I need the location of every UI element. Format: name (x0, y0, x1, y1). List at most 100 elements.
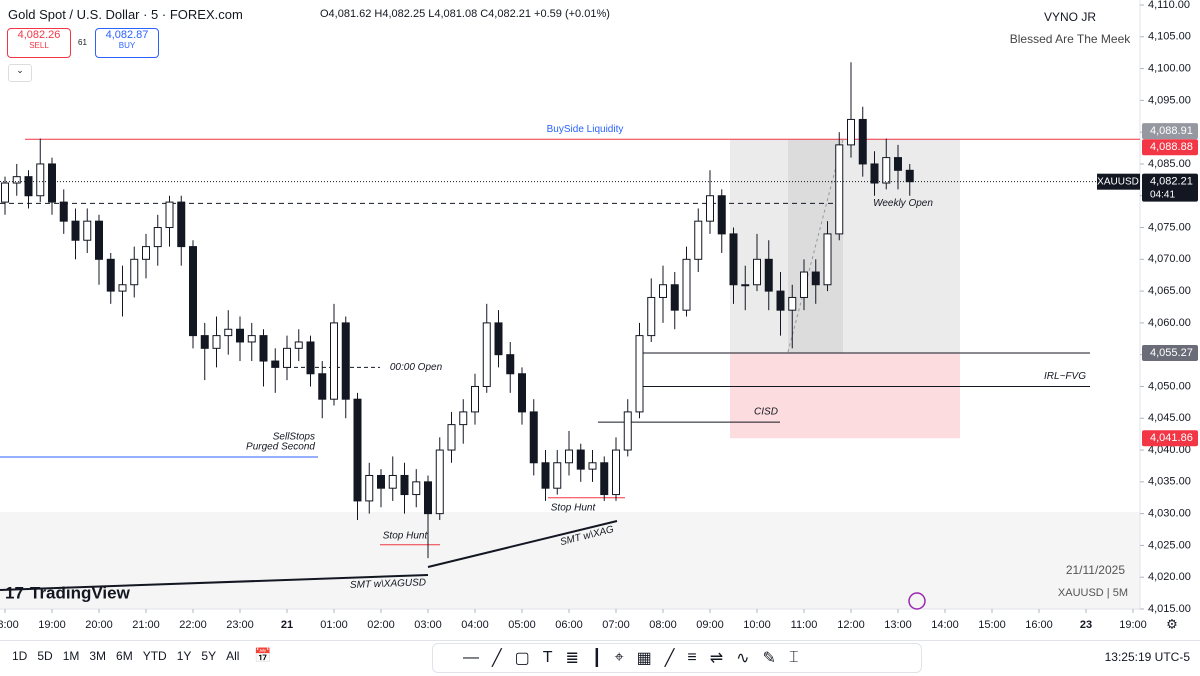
fvg-box (730, 352, 960, 439)
period-button[interactable]: YTD (142, 649, 167, 663)
level-label: 00:00 Open (390, 362, 443, 373)
collapse-button[interactable]: ⌄ (8, 64, 32, 82)
candle-body (435, 449, 444, 515)
spread: 61 (78, 38, 87, 47)
period-button[interactable]: 1D (12, 649, 28, 663)
candle-body (494, 322, 503, 356)
candle-body (189, 246, 197, 337)
price-tag-label: 4,041.86 (1150, 432, 1193, 444)
candle-body (647, 296, 656, 337)
tool[interactable]: ╱ (664, 650, 675, 667)
candle-body (247, 335, 256, 343)
candle-body (153, 227, 162, 248)
period-button[interactable]: 1M (62, 649, 80, 663)
candle-body (694, 220, 703, 260)
author: VYNO JR (1044, 10, 1096, 24)
x-tick-label: 20:00 (85, 619, 113, 631)
ohlc: O4,081.62 H4,082.25 L4,081.08 C4,082.21 … (320, 8, 610, 20)
candle-body (177, 201, 186, 248)
tool[interactable]: ╱ (492, 650, 502, 667)
tool[interactable]: T (542, 649, 553, 666)
candle-body (753, 258, 761, 286)
tool[interactable]: ✎ (762, 650, 776, 667)
x-tick-label: 15:00 (978, 619, 1006, 631)
candle-body (283, 347, 291, 368)
tool[interactable]: — (463, 649, 479, 666)
y-tick-label: 4,100.00 (1148, 62, 1191, 74)
x-tick-label: 18:00 (0, 619, 19, 631)
x-tick-label: 14:00 (931, 619, 959, 631)
candle-body (894, 157, 902, 171)
buy-button[interactable]: 4,082.87 BUY (95, 28, 159, 58)
y-tick-label: 4,075.00 (1148, 221, 1191, 233)
sell-button[interactable]: 4,082.26 SELL (7, 28, 71, 58)
tool[interactable]: ⌶ (788, 649, 799, 666)
settings-icon[interactable]: ⚙ (1166, 616, 1178, 631)
x-tick-label: 01:00 (320, 619, 348, 631)
candle-body (776, 290, 785, 311)
candle-body (130, 258, 139, 286)
replay-icon[interactable]: 📅 (254, 647, 272, 663)
candle-body (612, 449, 620, 496)
candle-body (447, 424, 456, 451)
plot-area: BuySide Liquidity Weekly Open 00:00 Open IR… (0, 62, 1140, 591)
smt-line (427, 520, 618, 568)
period-button[interactable]: 1Y (176, 649, 192, 663)
candle-body (729, 233, 738, 286)
candle-body (330, 322, 338, 400)
period-button[interactable]: 6M (116, 649, 133, 663)
candle-body (306, 341, 315, 375)
candle-body (71, 220, 80, 241)
candle-body (576, 449, 585, 470)
candle-body (118, 284, 127, 292)
candle-body (835, 144, 844, 235)
y-tick-label: 4,110.00 (1148, 0, 1190, 11)
symbol-tag-label: XAUUSD (1097, 176, 1139, 187)
candle-body (24, 176, 33, 197)
candle-body (847, 118, 855, 146)
tool[interactable]: ▦ (636, 650, 652, 667)
symbol-title[interactable]: Gold Spot / U.S. Dollar · 5 · FOREX.com (8, 7, 243, 22)
candle-body (553, 462, 562, 489)
tool[interactable]: ≡ (687, 649, 697, 666)
price-tag (1142, 344, 1198, 361)
candle-body (541, 462, 550, 489)
candle-body (823, 233, 832, 286)
period-buttons: 1D 5D 1M 3M 6M YTD 1Y 5Y All (12, 649, 239, 663)
candle-body (600, 462, 609, 496)
candle-body (165, 201, 174, 229)
candle-body (905, 169, 914, 183)
tool[interactable]: ⇌ (709, 650, 724, 667)
y-tick-label: 4,015.00 (1148, 603, 1191, 615)
tool[interactable]: ┃ (591, 650, 602, 667)
candle-body (459, 411, 468, 426)
period-button[interactable]: 3M (89, 649, 107, 663)
candle-body (236, 328, 244, 343)
candle-body (412, 481, 421, 496)
tool[interactable]: ⌖ (614, 649, 624, 666)
tool[interactable]: ≣ (565, 650, 579, 667)
x-tick-label: 05:00 (508, 619, 536, 631)
period-button[interactable]: 5Y (201, 649, 217, 663)
tool[interactable]: ▢ (514, 650, 530, 667)
y-tick-label: 4,065.00 (1148, 285, 1191, 297)
y-tick-label: 4,050.00 (1148, 380, 1191, 392)
event-icon[interactable] (908, 592, 926, 610)
x-tick-label: 16:00 (1025, 619, 1053, 631)
price-axis (1140, 0, 1200, 640)
candle-body (659, 284, 667, 298)
period-button[interactable]: All (226, 649, 240, 663)
candle-body (142, 246, 150, 260)
candle-body (106, 258, 115, 292)
annotation: SMT w\XAGUSD (350, 577, 426, 591)
tool[interactable]: ∿ (736, 650, 750, 667)
y-tick-label: 4,030.00 (1148, 508, 1191, 520)
candle-body (670, 284, 679, 311)
x-tick-label: 11:00 (791, 619, 818, 631)
candle-body (506, 354, 515, 375)
candle-body (59, 201, 68, 222)
motto: Blessed Are The Meek (1010, 32, 1132, 46)
level-label: Stop Hunt (383, 530, 429, 541)
x-tick-label: 19:00 (1119, 619, 1147, 631)
period-button[interactable]: 5D (37, 649, 53, 663)
